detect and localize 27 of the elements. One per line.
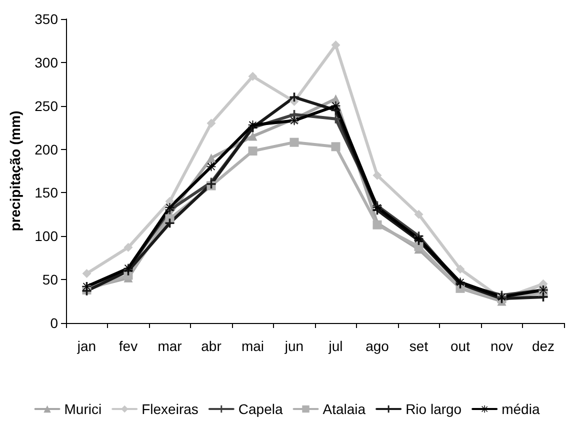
x-tick-label: jan (76, 338, 96, 354)
legend-label: média (502, 401, 540, 417)
y-tick-label: 350 (34, 11, 58, 27)
y-tick-label: 100 (34, 228, 58, 244)
x-tick-label: set (409, 338, 428, 354)
y-tick-label: 300 (34, 54, 58, 70)
x-tick-label: mai (241, 338, 264, 354)
y-tick-label: 50 (42, 272, 58, 288)
y-tick-label: 200 (34, 141, 58, 158)
y-axis-title: precipitação (mm) (7, 110, 23, 232)
legend-label: Capela (238, 401, 283, 417)
legend-label: Atalaia (322, 401, 366, 417)
x-tick-label: jun (284, 338, 304, 354)
legend-label: Murici (64, 401, 102, 417)
legend-label: Flexeiras (142, 401, 198, 417)
legend-label: Rio largo (406, 401, 462, 417)
x-tick-label: jul (328, 338, 343, 354)
x-tick-label: abr (201, 338, 222, 354)
x-tick-label: dez (532, 338, 555, 354)
x-tick-label: mar (158, 338, 182, 354)
y-tick-label: 250 (34, 98, 58, 114)
y-tick-label: 150 (34, 184, 58, 201)
x-tick-label: nov (490, 338, 514, 354)
x-tick-label: fev (118, 338, 138, 354)
x-tick-label: out (450, 338, 470, 354)
x-tick-label: ago (366, 338, 390, 354)
y-tick-label: 0 (50, 315, 58, 331)
